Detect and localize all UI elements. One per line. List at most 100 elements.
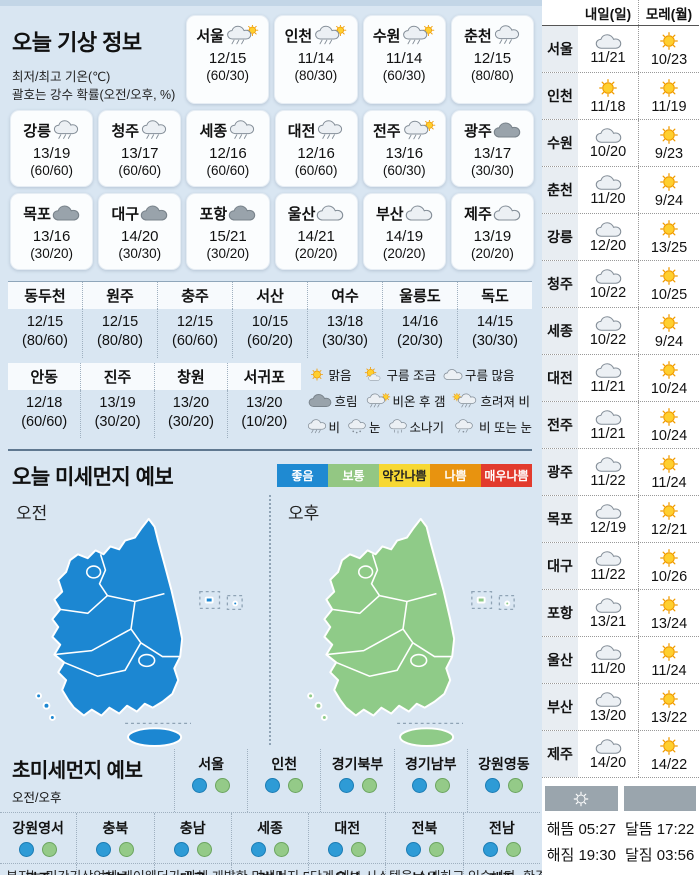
legend-item: 비 bbox=[307, 417, 340, 436]
region-name: 제주 bbox=[464, 869, 540, 875]
legend-item: 소나기 bbox=[388, 417, 444, 436]
dust-maps: 오전 오후 bbox=[0, 491, 540, 749]
sun-icon bbox=[658, 406, 680, 428]
dust-dots bbox=[155, 841, 231, 857]
fine-dust-region: 대전 bbox=[308, 812, 385, 863]
city-name: 서울 bbox=[542, 26, 578, 72]
weather-card: 광주 13/17 (30/30) bbox=[450, 110, 535, 187]
precip-probability: (60/60) bbox=[206, 163, 250, 178]
rain-sun-icon bbox=[402, 120, 436, 140]
weather-card: 강릉 13/19 (60/60) bbox=[10, 110, 94, 187]
temperature: 13/20 bbox=[246, 394, 283, 411]
tomorrow-forecast: 11/22 bbox=[578, 543, 639, 589]
city-name: 부산 bbox=[375, 205, 404, 223]
temperature: 11/21 bbox=[590, 425, 626, 442]
shower-icon bbox=[388, 418, 408, 434]
fine-dust-region: 경기남부 bbox=[393, 748, 467, 812]
legend-item: 맑음 bbox=[307, 365, 352, 384]
temperature: 11/19 bbox=[651, 99, 687, 115]
cloud-icon bbox=[595, 268, 622, 285]
city-name: 진주 bbox=[80, 362, 153, 390]
legend-label: 비온 후 갬 bbox=[392, 394, 446, 409]
precip-probability: (30/20) bbox=[206, 246, 250, 261]
region-name: 경북 bbox=[77, 869, 153, 875]
rain-sun-icon bbox=[401, 25, 435, 45]
rain-icon bbox=[140, 120, 168, 140]
temperature: 13/20 bbox=[589, 707, 627, 724]
day-after-forecast: 13/22 bbox=[639, 684, 699, 730]
cloud-icon bbox=[595, 409, 622, 426]
fine-dust-region: 세종 bbox=[230, 812, 308, 863]
sun-icon bbox=[658, 124, 680, 146]
city-name: 포항 bbox=[542, 590, 578, 636]
rain-sun-icon bbox=[313, 25, 347, 45]
city-name: 대전 bbox=[287, 122, 316, 140]
temperature: 13/18 bbox=[326, 314, 364, 330]
rain-sun-icon bbox=[225, 25, 259, 45]
fine-dust-region: 강원영서 bbox=[0, 813, 76, 863]
sun-icon bbox=[658, 312, 680, 334]
dust-dots bbox=[386, 841, 462, 857]
temperature: 12/21 bbox=[650, 522, 688, 538]
legend-label: 구름 많음 bbox=[465, 368, 515, 383]
sidebar-forecast-row: 춘천 11/20 9/24 bbox=[542, 167, 699, 214]
dust-dots bbox=[321, 777, 393, 793]
sun-icon bbox=[658, 30, 680, 52]
city-name: 대전 bbox=[542, 355, 578, 401]
afternoon-level-dot bbox=[273, 841, 289, 857]
temperature: 14/20 bbox=[589, 754, 627, 771]
city-values: 12/15 (80/60) bbox=[8, 309, 82, 358]
city-name: 목포 bbox=[542, 496, 578, 542]
temperature: 11/20 bbox=[590, 660, 626, 677]
precip-probability: (30/20) bbox=[94, 413, 141, 430]
city-cards-row3: 목포 13/16 (30/20) 대구 14/20 (30/30) 포항 15/21 (30/2… bbox=[0, 187, 540, 270]
city-name: 제주 bbox=[464, 205, 492, 223]
morning-level-dot bbox=[328, 841, 344, 857]
region-name: 충남 bbox=[179, 819, 206, 836]
cloud-icon bbox=[595, 550, 622, 567]
card-header: 대전 bbox=[277, 117, 356, 143]
tomorrow-forecast: 11/20 bbox=[578, 637, 639, 683]
cloud-dark-icon bbox=[493, 120, 521, 140]
card-header: 서울 bbox=[188, 22, 267, 48]
temperature: 12/16 bbox=[297, 145, 335, 162]
city-name: 제주 bbox=[542, 731, 578, 777]
city-values: 13/20 (30/20) bbox=[153, 389, 227, 439]
city-name: 안동 bbox=[30, 368, 58, 386]
city-name: 세종 bbox=[199, 122, 228, 140]
precip-probability: (60/30) bbox=[206, 68, 250, 83]
city-name: 독도 bbox=[457, 282, 532, 309]
afternoon-level-dot bbox=[215, 777, 231, 793]
region-name: 강원영동 bbox=[478, 755, 530, 772]
precip-probability: (60/60) bbox=[118, 163, 162, 178]
weather-card: 수원 11/14 (60/30) bbox=[362, 15, 446, 104]
tomorrow-column-header: 내일(일) bbox=[578, 0, 639, 25]
precip-probability: (20/30) bbox=[397, 332, 443, 349]
legend-item: 구름 많음 bbox=[443, 365, 514, 384]
city-name: 인천 bbox=[542, 73, 578, 119]
sun-icon bbox=[658, 547, 680, 569]
table-header-row: 동두천 원주 충주 서산 여수 울릉도 독도 bbox=[8, 282, 532, 309]
temperature: 9/24 bbox=[654, 334, 684, 350]
city-name: 광주 bbox=[542, 449, 578, 495]
dust-dots bbox=[464, 841, 540, 857]
rain-icon bbox=[228, 120, 256, 140]
legend-item: 구름 조금 bbox=[359, 365, 436, 384]
moon-icon bbox=[651, 790, 668, 807]
temperature: 10/24 bbox=[650, 381, 688, 397]
city-name: 청주 bbox=[542, 261, 578, 307]
card-header: 춘천 bbox=[453, 22, 532, 48]
temperature: 12/18 bbox=[26, 394, 63, 411]
card-header: 청주 bbox=[100, 117, 179, 143]
weather-table-2: 안동 진주 창원 서귀포 12/18 (60/60) 13/19 (30/20) 13/20 (3… bbox=[8, 362, 301, 439]
legend-item: 흐림 bbox=[307, 391, 358, 410]
footer-note: 본지는 민간기상업체 케이웨더가 자체 개발한 미세먼지 5단계 예보 시스템을… bbox=[6, 866, 699, 875]
temperature: 13/20 bbox=[172, 394, 210, 411]
fine-dust-title: 초미세먼지 예보 bbox=[12, 759, 143, 782]
city-name: 전주 bbox=[542, 402, 578, 448]
cloud-icon bbox=[595, 691, 622, 708]
temperature: 12/15 bbox=[26, 314, 64, 330]
precip-probability: (60/60) bbox=[172, 332, 218, 349]
sidebar-forecast-row: 대구 11/22 10/26 bbox=[542, 543, 699, 590]
afternoon-level-dot bbox=[434, 777, 450, 793]
